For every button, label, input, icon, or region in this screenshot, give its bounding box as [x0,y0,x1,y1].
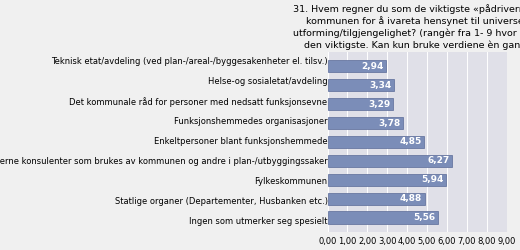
Text: 3,29: 3,29 [368,100,391,108]
Text: 3,34: 3,34 [369,81,392,90]
Text: 6,27: 6,27 [427,156,450,166]
Text: 4,88: 4,88 [400,194,422,203]
Bar [328,117,403,129]
Text: Ingen som utmerker seg spesielt: Ingen som utmerker seg spesielt [189,218,328,226]
Bar [328,155,452,167]
Text: 5,94: 5,94 [421,175,444,184]
Bar [328,98,393,110]
Text: Teknisk etat/avdeling (ved plan-/areal-/byggesakenheter el. tilsv.): Teknisk etat/avdeling (ved plan-/areal-/… [51,58,328,66]
Text: 4,85: 4,85 [399,138,422,146]
Bar [328,79,394,91]
Text: Enkeltpersoner blant funksjonshemmede: Enkeltpersoner blant funksjonshemmede [154,138,328,146]
Bar [328,60,386,72]
Text: 3,78: 3,78 [378,118,400,128]
Bar [328,174,446,186]
Text: Funksjonshemmedes organisasjoner: Funksjonshemmedes organisasjoner [174,118,328,126]
Text: Fylkeskommunen: Fylkeskommunen [254,178,328,186]
Text: 5,56: 5,56 [414,213,436,222]
Bar [328,212,438,224]
Text: 2,94: 2,94 [361,62,384,71]
Bar [328,136,424,148]
Text: Statlige organer (Departementer, Husbanken etc.): Statlige organer (Departementer, Husbank… [114,198,328,206]
Text: Eksterne konsulenter som brukes av kommunen og andre i plan-/utbyggingssaker: Eksterne konsulenter som brukes av kommu… [0,158,328,166]
Text: Det kommunale råd for personer med nedsatt funksjonsevne: Det kommunale råd for personer med nedsa… [69,97,328,107]
Text: Helse-og sosialetat/avdeling: Helse-og sosialetat/avdeling [208,78,328,86]
Title: 31. Hvem regner du som de viktigste «pådriverne» i
kommunen for å ivareta hensyn: 31. Hvem regner du som de viktigste «påd… [293,4,520,50]
Bar [328,192,425,205]
